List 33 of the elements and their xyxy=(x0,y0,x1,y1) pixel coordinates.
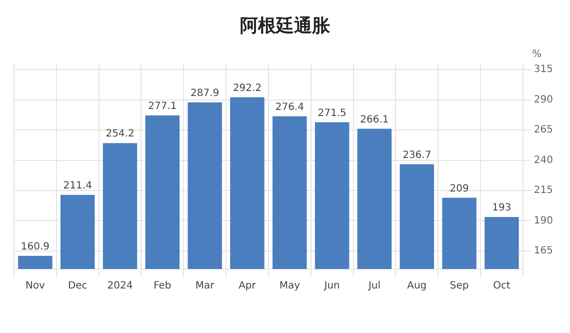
y-tick-label: 215 xyxy=(534,185,554,196)
x-tick-label: May xyxy=(279,280,300,292)
x-tick-label: Mar xyxy=(195,280,216,292)
x-tick-label: Jun xyxy=(323,280,340,292)
data-label: 266.1 xyxy=(360,114,389,126)
x-tick-label: Feb xyxy=(154,280,172,292)
data-label: 209 xyxy=(450,183,469,194)
data-label: 211.4 xyxy=(63,180,92,192)
x-tick-label: Sep xyxy=(450,280,469,292)
y-tick-label: 265 xyxy=(534,124,554,136)
x-tick-label: Apr xyxy=(238,280,257,292)
data-label: 160.9 xyxy=(20,241,50,252)
data-label: 271.5 xyxy=(318,108,346,119)
data-label: 276.4 xyxy=(275,102,304,113)
data-label: 287.9 xyxy=(190,88,220,99)
data-label: 292.2 xyxy=(232,82,262,94)
chart-title: 阿根廷通胀 xyxy=(240,15,331,36)
y-tick-label: 290 xyxy=(534,94,554,106)
y-tick-label: 240 xyxy=(534,154,554,166)
y-axis-title: % xyxy=(532,49,542,60)
x-tick-label: Nov xyxy=(25,280,46,292)
data-label: 193 xyxy=(492,202,512,214)
data-label: 236.7 xyxy=(402,150,432,161)
x-tick-label: 2024 xyxy=(107,280,133,292)
data-label: 277.1 xyxy=(148,101,177,112)
x-tick-label: Aug xyxy=(407,280,427,292)
x-tick-label: Dec xyxy=(68,280,88,292)
y-tick-label: 165 xyxy=(534,245,554,256)
x-tick-label: Jul xyxy=(367,280,381,292)
x-tick-label: Oct xyxy=(493,280,510,292)
y-tick-label: 315 xyxy=(534,64,554,76)
data-label: 254.2 xyxy=(106,128,134,140)
y-tick-label: 190 xyxy=(534,215,554,226)
